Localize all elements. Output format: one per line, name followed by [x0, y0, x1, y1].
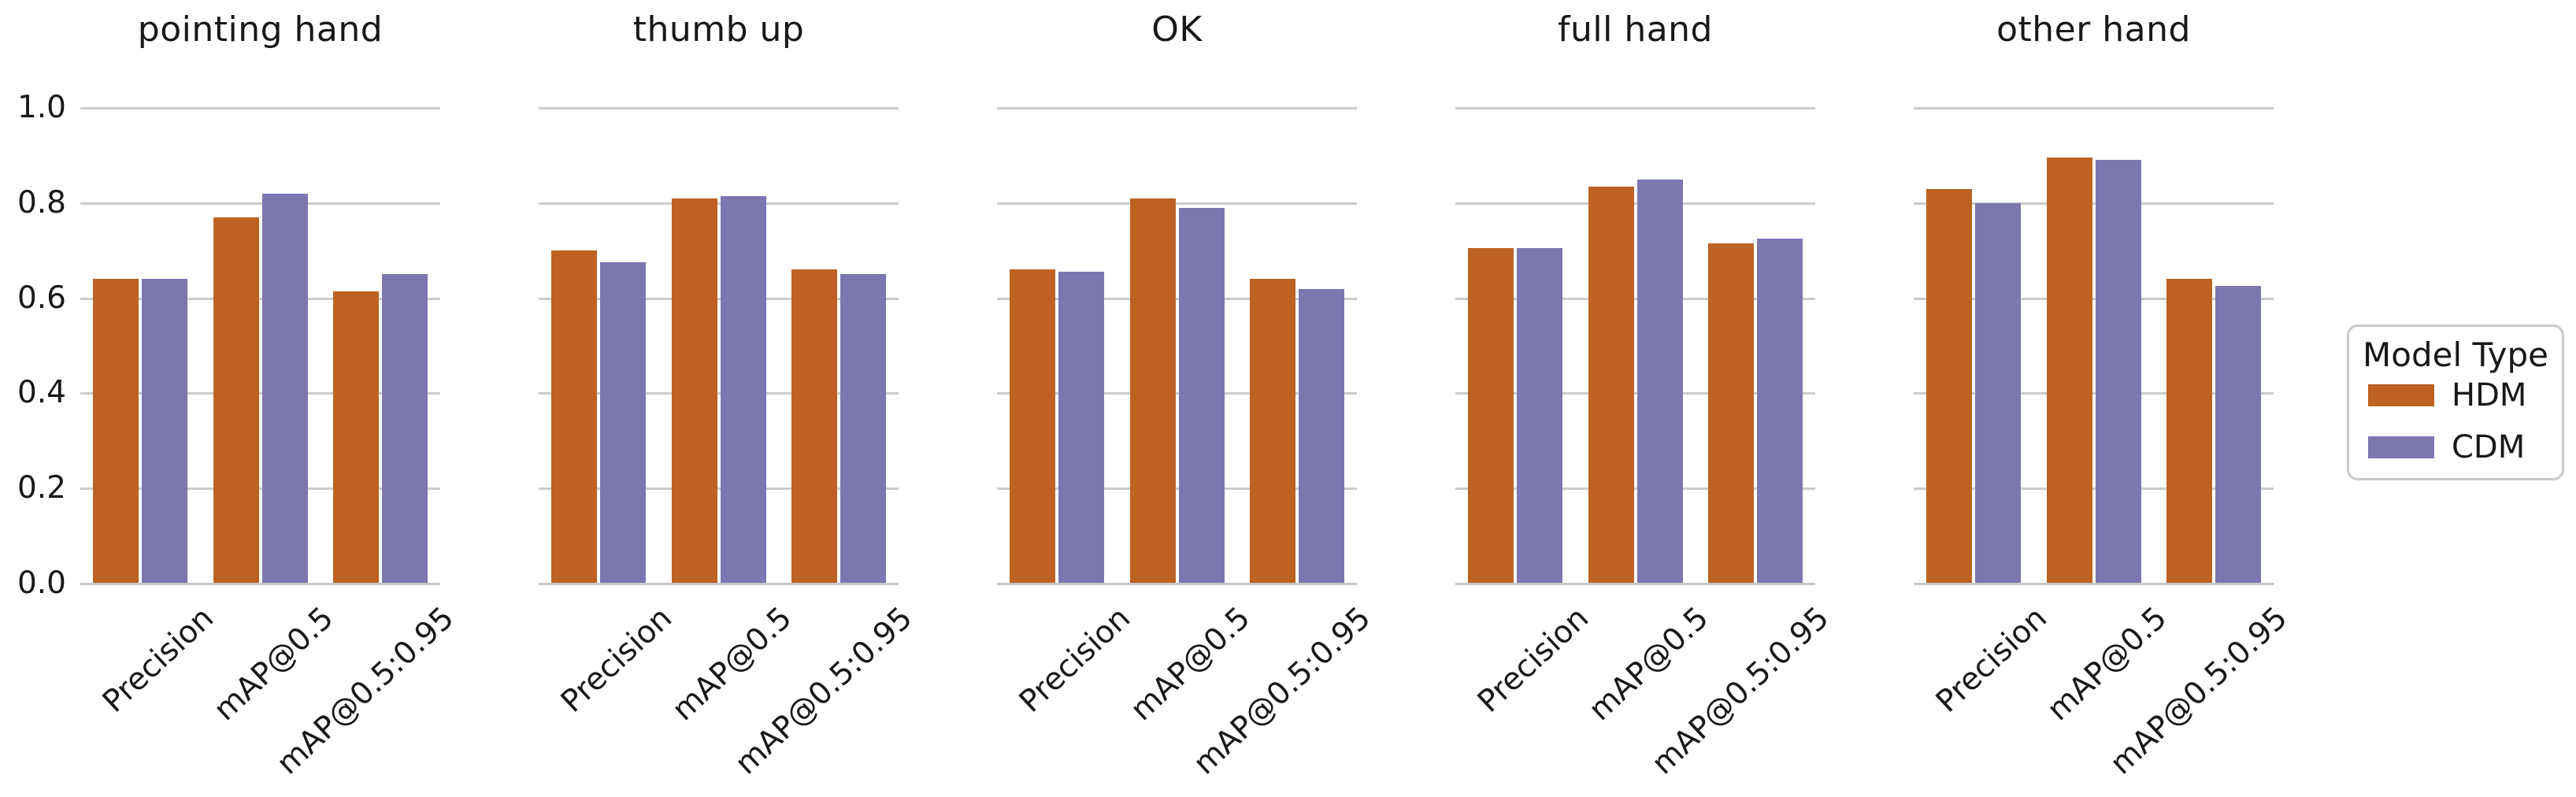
gridline-0.6: [539, 297, 899, 300]
x-tick-label-Precision: Precision: [1013, 600, 1138, 720]
gridline-0.2: [1455, 487, 1815, 491]
plot-area: [997, 107, 1357, 585]
bar-hdm-mAP-0.5: [671, 198, 717, 584]
bar-cdm-mAP-0.5-0.95: [1756, 239, 1803, 584]
gridline-0.2: [997, 487, 1357, 491]
x-tick-label-Precision: Precision: [1471, 600, 1596, 720]
y-tick-label-0.0: 0.0: [17, 565, 66, 601]
bar-cdm-mAP-0.5: [2095, 160, 2141, 584]
gridline-0.6: [997, 297, 1357, 300]
bar-hdm-Precision: [93, 279, 139, 584]
plot-area: [539, 107, 899, 585]
gridline-0.4: [539, 392, 899, 395]
bar-hdm-mAP-0.5: [1129, 198, 1176, 584]
x-axis-spine: [1914, 583, 2274, 585]
bar-hdm-mAP-0.5-0.95: [1249, 279, 1295, 584]
bar-cdm-mAP-0.5-0.95: [2215, 286, 2261, 584]
bar-cdm-mAP-0.5: [261, 194, 308, 584]
gridline-0.8: [539, 202, 899, 205]
plot-area: [1455, 107, 1815, 585]
gridline-0.8: [80, 202, 440, 205]
x-tick-label-Precision: Precision: [554, 600, 680, 720]
legend-title: Model Type: [2363, 335, 2548, 374]
facet-panel-pointing-hand: pointing hand Precision mAP@0.5 mAP@0.5:0.9…: [80, 0, 461, 797]
facet-panel-OK: OK Precision mAP@0.5 mAP@0.5:0.95: [997, 0, 1377, 797]
bar-cdm-mAP-0.5: [1178, 208, 1225, 584]
bar-hdm-mAP-0.5-0.95: [332, 291, 379, 584]
facet-title: OK: [1151, 9, 1203, 50]
legend-entry-cdm: CDM: [2368, 429, 2526, 465]
x-axis-spine: [1455, 583, 1815, 585]
y-tick-label-0.4: 0.4: [17, 375, 66, 411]
bar-hdm-mAP-0.5: [2046, 158, 2092, 584]
legend-label-cdm: CDM: [2452, 429, 2526, 465]
gridline-1.0: [1914, 107, 2274, 109]
gridline-0.2: [539, 487, 899, 491]
bar-cdm-Precision: [142, 279, 188, 584]
y-tick-label-0.2: 0.2: [17, 470, 66, 506]
cdm-color-swatch: [2368, 436, 2434, 458]
gridline-0.6: [80, 297, 440, 300]
bar-cdm-mAP-0.5: [1636, 180, 1683, 584]
bar-hdm-mAP-0.5-0.95: [791, 269, 837, 584]
hdm-color-swatch: [2368, 384, 2434, 406]
bar-hdm-mAP-0.5-0.95: [1707, 243, 1754, 584]
x-axis-spine: [539, 583, 899, 585]
bar-hdm-Precision: [1926, 189, 1973, 584]
legend-entry-hdm: HDM: [2368, 377, 2527, 413]
gridline-0.8: [1914, 202, 2274, 205]
gridline-1.0: [1455, 107, 1815, 109]
facet-panel-thumb-up: thumb up Precision mAP@0.5 mAP@0.5:0.95: [539, 0, 919, 797]
bar-hdm-Precision: [1010, 269, 1056, 584]
bar-hdm-mAP-0.5: [213, 217, 259, 584]
bar-cdm-mAP-0.5-0.95: [840, 274, 886, 584]
plot-area: [80, 107, 440, 585]
bar-cdm-Precision: [1517, 248, 1563, 584]
facet-title: full hand: [1558, 9, 1713, 50]
gridline-0.8: [1455, 202, 1815, 205]
facet-title: pointing hand: [137, 9, 384, 50]
bar-cdm-Precision: [600, 262, 647, 584]
gridline-0.8: [997, 202, 1357, 205]
plot-area: [1914, 107, 2274, 585]
bar-hdm-mAP-0.5: [1588, 187, 1634, 584]
bar-hdm-Precision: [1468, 248, 1514, 584]
bar-cdm-mAP-0.5-0.95: [1298, 289, 1344, 584]
bar-cdm-Precision: [1058, 272, 1105, 584]
facet-title: thumb up: [632, 9, 805, 50]
bar-cdm-Precision: [1975, 203, 2022, 584]
bar-cdm-mAP-0.5: [720, 196, 766, 584]
facet-title: other hand: [1996, 9, 2191, 50]
legend-label-hdm: HDM: [2452, 377, 2527, 413]
gridline-1.0: [80, 107, 440, 109]
y-tick-label-0.8: 0.8: [17, 184, 66, 221]
x-tick-label-Precision: Precision: [1929, 600, 2055, 720]
gridline-0.2: [80, 487, 440, 491]
gridline-0.4: [1914, 392, 2274, 395]
x-axis-spine: [80, 583, 440, 585]
gridline-1.0: [997, 107, 1357, 109]
gridline-0.4: [1455, 392, 1815, 395]
gridline-0.4: [997, 392, 1357, 395]
gridline-0.4: [80, 392, 440, 395]
y-tick-label-1.0: 1.0: [17, 90, 66, 125]
bar-hdm-Precision: [551, 250, 598, 584]
facet-panel-full-hand: full hand Precision mAP@0.5 mAP@0.5:0.95: [1455, 0, 1836, 797]
legend: Model Type HDM CDM: [2347, 324, 2564, 480]
x-axis-spine: [997, 583, 1357, 585]
gridline-0.6: [1914, 297, 2274, 300]
y-tick-label-0.6: 0.6: [17, 280, 66, 316]
gridline-1.0: [539, 107, 899, 109]
facet-panel-other-hand: other hand Precision mAP@0.5 mAP@0.5:0.95: [1914, 0, 2294, 797]
bar-cdm-mAP-0.5-0.95: [381, 274, 428, 584]
gridline-0.6: [1455, 297, 1815, 300]
gridline-0.2: [1914, 487, 2274, 491]
x-tick-label-Precision: Precision: [96, 600, 221, 720]
bar-hdm-mAP-0.5-0.95: [2166, 279, 2212, 584]
